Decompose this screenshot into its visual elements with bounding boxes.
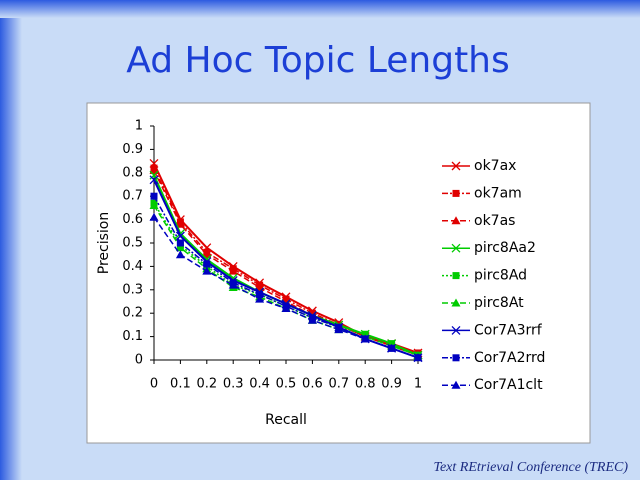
marker bbox=[387, 343, 397, 352]
x-tick-label: 1 bbox=[414, 377, 422, 392]
legend-label: Cor7A1clt bbox=[474, 377, 543, 393]
y-tick-label: 0.3 bbox=[122, 282, 143, 297]
x-tick-label: 0.8 bbox=[355, 377, 376, 392]
y-tick-label: 0 bbox=[135, 353, 143, 368]
y-tick-label: 1 bbox=[135, 119, 143, 134]
y-axis-label: Precision bbox=[96, 212, 112, 274]
legend-label: pirc8At bbox=[474, 295, 524, 311]
legend-marker bbox=[451, 243, 461, 253]
legend-label: Cor7A3rrf bbox=[474, 322, 543, 338]
y-tick-label: 0.5 bbox=[122, 236, 143, 251]
marker bbox=[149, 165, 159, 174]
marker bbox=[203, 260, 211, 268]
y-tick-label: 0.1 bbox=[122, 329, 143, 344]
marker bbox=[175, 250, 185, 259]
y-tick-label: 0.6 bbox=[122, 212, 143, 227]
marker bbox=[255, 282, 265, 291]
marker bbox=[149, 212, 159, 221]
marker bbox=[360, 334, 370, 343]
legend-marker bbox=[452, 272, 460, 280]
x-tick-label: 0.2 bbox=[196, 377, 217, 392]
slide-title: Ad Hoc Topic Lengths bbox=[126, 40, 510, 81]
left-band bbox=[0, 0, 22, 480]
marker bbox=[202, 266, 212, 275]
marker bbox=[334, 325, 344, 334]
y-tick-label: 0.9 bbox=[122, 142, 143, 157]
marker bbox=[149, 201, 159, 210]
chart-area bbox=[86, 102, 591, 444]
legend-marker bbox=[451, 298, 461, 307]
marker bbox=[228, 280, 238, 289]
legend-marker bbox=[451, 216, 461, 225]
marker bbox=[149, 175, 159, 185]
x-tick-label: 0.3 bbox=[223, 377, 244, 392]
legend-label: pirc8Aa2 bbox=[474, 240, 536, 256]
x-tick-label: 0.5 bbox=[276, 377, 297, 392]
marker bbox=[150, 192, 158, 200]
y-tick-label: 0.8 bbox=[122, 165, 143, 180]
marker bbox=[255, 294, 265, 303]
x-tick-label: 0.9 bbox=[381, 377, 402, 392]
x-tick-label: 0.6 bbox=[302, 377, 323, 392]
legend-label: ok7ax bbox=[474, 158, 516, 174]
y-tick-label: 0.7 bbox=[122, 189, 143, 204]
marker bbox=[176, 239, 184, 247]
marker bbox=[175, 243, 185, 252]
x-tick-label: 0.1 bbox=[170, 377, 191, 392]
legend-label: pirc8Ad bbox=[474, 268, 527, 284]
legend-label: ok7as bbox=[474, 213, 515, 229]
marker bbox=[228, 266, 238, 275]
y-tick-label: 0.4 bbox=[122, 259, 143, 274]
x-tick-label: 0.7 bbox=[328, 377, 349, 392]
marker bbox=[256, 290, 264, 298]
legend-marker bbox=[451, 380, 461, 389]
marker bbox=[307, 315, 317, 324]
marker bbox=[281, 304, 291, 313]
x-tick-label: 0 bbox=[150, 377, 158, 392]
legend-marker bbox=[451, 161, 461, 171]
legend-marker bbox=[452, 189, 460, 197]
marker bbox=[413, 353, 423, 362]
legend-marker bbox=[451, 325, 461, 335]
y-tick-label: 0.2 bbox=[122, 306, 143, 321]
legend-label: Cor7A2rrd bbox=[474, 350, 545, 366]
legend-marker bbox=[452, 354, 460, 362]
legend-label: ok7am bbox=[474, 185, 522, 201]
top-band bbox=[0, 0, 640, 18]
x-axis-label: Recall bbox=[265, 412, 307, 428]
x-tick-label: 0.4 bbox=[249, 377, 270, 392]
marker bbox=[175, 219, 185, 228]
footer: Text REtrieval Conference (TREC) bbox=[433, 460, 628, 475]
